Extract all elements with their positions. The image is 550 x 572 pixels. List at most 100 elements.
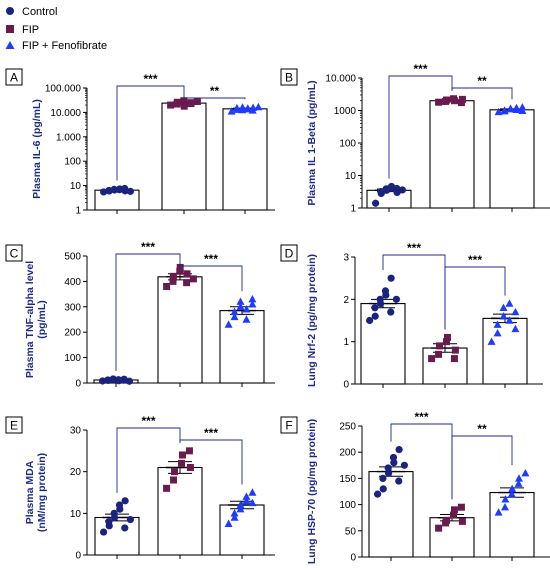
data-point: [443, 333, 451, 341]
data-point: [458, 517, 466, 525]
data-point: [494, 508, 503, 516]
data-point: [435, 524, 443, 532]
data-point: [512, 105, 521, 114]
legend-marker-control: [6, 7, 14, 15]
data-point: [183, 279, 191, 287]
data-point: [458, 95, 466, 103]
y-tick-label: 150: [339, 474, 356, 485]
data-point: [379, 474, 387, 482]
y-tick-label: 250: [339, 422, 356, 433]
data-point: [371, 304, 379, 312]
y-tick-label: 3: [343, 253, 349, 264]
panel-label-box: [5, 244, 23, 262]
bar-fip: [161, 102, 207, 211]
panel-b-il1beta-chart: B Plasma IL 1-Beta (pg/mL) 1 10 100 1000 10.00…: [280, 62, 550, 215]
data-point: [189, 275, 197, 283]
panel-label-box: [280, 416, 298, 434]
group-control: [366, 182, 412, 209]
bar-fip-fenofibrate: [489, 109, 535, 209]
data-point: [115, 501, 124, 509]
data-point: [169, 277, 177, 285]
y-axis-label: Plasma TNF-alpha level(pg/mL): [24, 261, 48, 378]
y-tick-label: 100: [339, 139, 356, 150]
group-control: [368, 445, 414, 558]
group-fip-fenofibrate: [219, 488, 265, 556]
y-tick-label: 30: [70, 426, 82, 437]
bar-fip: [429, 517, 475, 558]
y-tick-label: 10.000: [50, 108, 81, 119]
bar-fip-fenofibrate: [219, 310, 265, 384]
significance-label: ***: [468, 253, 482, 267]
data-point: [248, 106, 257, 114]
significance-label: ***: [204, 426, 218, 440]
y-tick-label: 2: [343, 295, 349, 306]
data-point: [126, 515, 134, 524]
data-point: [374, 490, 382, 498]
group-fip: [429, 503, 475, 558]
data-point: [457, 503, 465, 511]
data-point: [171, 468, 179, 476]
data-point: [178, 459, 185, 467]
data-point: [372, 199, 380, 207]
data-point: [230, 513, 239, 521]
significance-label: ***: [413, 62, 427, 76]
group-fip-fenofibrate: [219, 294, 265, 384]
bar-fip-fenofibrate: [219, 504, 265, 556]
group-fip-fenofibrate: [489, 103, 535, 209]
bar-fip: [157, 276, 203, 384]
significance-label: **: [210, 84, 220, 98]
data-point: [515, 474, 523, 482]
data-point: [176, 267, 184, 275]
bar-fip: [157, 466, 203, 556]
panel-a-il6-chart: A Plasma IL-6 (pg/mL) 1 10 100 1.000 10.000 100…: [5, 68, 275, 217]
data-point: [185, 447, 193, 455]
data-point: [230, 312, 239, 321]
data-point: [366, 316, 374, 325]
data-point: [450, 506, 458, 514]
bar-control: [360, 303, 406, 385]
group-fip: [161, 97, 207, 211]
y-tick-label: 300: [64, 302, 81, 313]
data-point: [248, 498, 257, 507]
bracket-line: [451, 87, 513, 100]
y-tick-label: 1.000: [56, 132, 81, 143]
data-point: [167, 101, 175, 109]
legend-label-control: Control: [22, 6, 57, 18]
y-tick-label: 200: [339, 448, 356, 459]
group-control: [360, 274, 406, 385]
legend-marker-fip: [6, 25, 14, 33]
y-tick-label: 1000: [334, 106, 357, 117]
data-point: [514, 479, 523, 487]
group-fip: [429, 95, 475, 209]
y-tick-label: 10.000: [325, 74, 356, 85]
y-axis-label: Lung Nrf-2 (pg/mg protein): [306, 254, 318, 387]
significance-label: **: [477, 422, 487, 436]
bracket-line: [451, 435, 513, 500]
data-point: [371, 312, 379, 320]
significance-label: ***: [414, 410, 428, 424]
group-control: [93, 375, 139, 385]
group-control: [94, 497, 140, 556]
legend-label-fip: FIP: [22, 24, 39, 36]
data-point: [384, 464, 392, 472]
data-point: [506, 104, 515, 112]
y-tick-label: 10: [70, 181, 82, 192]
data-point: [230, 307, 239, 316]
y-tick-label: 10: [70, 509, 82, 520]
panel-label: A: [10, 71, 18, 85]
data-point: [395, 445, 403, 454]
y-tick-label: 20: [70, 467, 82, 478]
data-point: [387, 274, 395, 282]
bracket-line: [444, 266, 506, 330]
significance-label: **: [477, 74, 487, 88]
y-tick-label: 100.000: [45, 84, 82, 95]
data-point: [389, 453, 398, 462]
significance-bracket: ***: [116, 414, 181, 493]
y-tick-label: 100: [64, 157, 81, 168]
data-point: [451, 346, 459, 354]
data-point: [443, 516, 451, 524]
data-point: [121, 184, 129, 193]
y-tick-label: 200: [64, 328, 81, 339]
data-point: [499, 312, 508, 320]
y-tick-label: 1: [350, 204, 356, 215]
